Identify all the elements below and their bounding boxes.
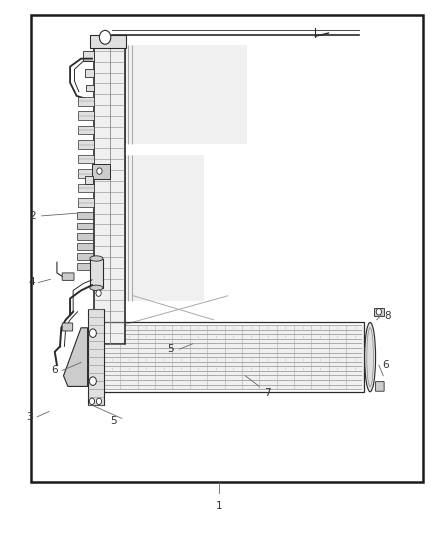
Text: 3: 3	[26, 412, 33, 422]
Text: 7: 7	[264, 389, 271, 398]
Bar	[77, 253, 93, 260]
Circle shape	[89, 377, 96, 385]
Bar	[90, 259, 103, 288]
Bar	[85, 176, 93, 184]
Text: 6: 6	[382, 360, 389, 370]
Ellipse shape	[90, 285, 103, 290]
FancyBboxPatch shape	[62, 323, 73, 331]
Bar	[78, 111, 94, 120]
Circle shape	[99, 30, 111, 44]
Bar	[103, 325, 364, 389]
Bar	[86, 85, 94, 91]
Ellipse shape	[364, 322, 376, 392]
Bar	[78, 184, 94, 192]
Circle shape	[89, 398, 95, 405]
Text: 8: 8	[384, 311, 391, 320]
Bar	[77, 243, 93, 249]
FancyBboxPatch shape	[62, 273, 74, 280]
Bar	[88, 309, 104, 405]
Bar	[78, 140, 94, 149]
Bar	[78, 169, 94, 178]
Bar	[90, 35, 126, 48]
Bar	[77, 263, 93, 270]
Bar	[125, 45, 247, 144]
Circle shape	[376, 309, 381, 315]
Bar	[103, 322, 364, 392]
Text: 1: 1	[215, 502, 223, 511]
Circle shape	[97, 168, 102, 174]
Bar	[94, 40, 125, 344]
Text: 2: 2	[29, 211, 36, 221]
Bar	[77, 212, 93, 220]
FancyBboxPatch shape	[375, 382, 384, 391]
Text: 6: 6	[51, 366, 58, 375]
Bar	[78, 198, 94, 207]
Circle shape	[96, 290, 101, 296]
Bar	[78, 126, 94, 134]
Bar	[77, 232, 93, 240]
Text: 4: 4	[28, 278, 35, 287]
Bar	[77, 223, 93, 229]
Bar	[83, 51, 94, 61]
Circle shape	[96, 398, 102, 405]
Bar	[78, 97, 94, 106]
Circle shape	[89, 329, 96, 337]
Polygon shape	[64, 328, 88, 386]
Bar	[374, 308, 384, 316]
Bar	[125, 155, 204, 301]
Bar	[78, 155, 94, 164]
Bar	[85, 69, 94, 77]
Ellipse shape	[90, 256, 103, 261]
Bar	[92, 164, 110, 179]
Text: 5: 5	[167, 344, 174, 354]
Bar	[31, 15, 423, 482]
Text: 5: 5	[110, 416, 117, 426]
